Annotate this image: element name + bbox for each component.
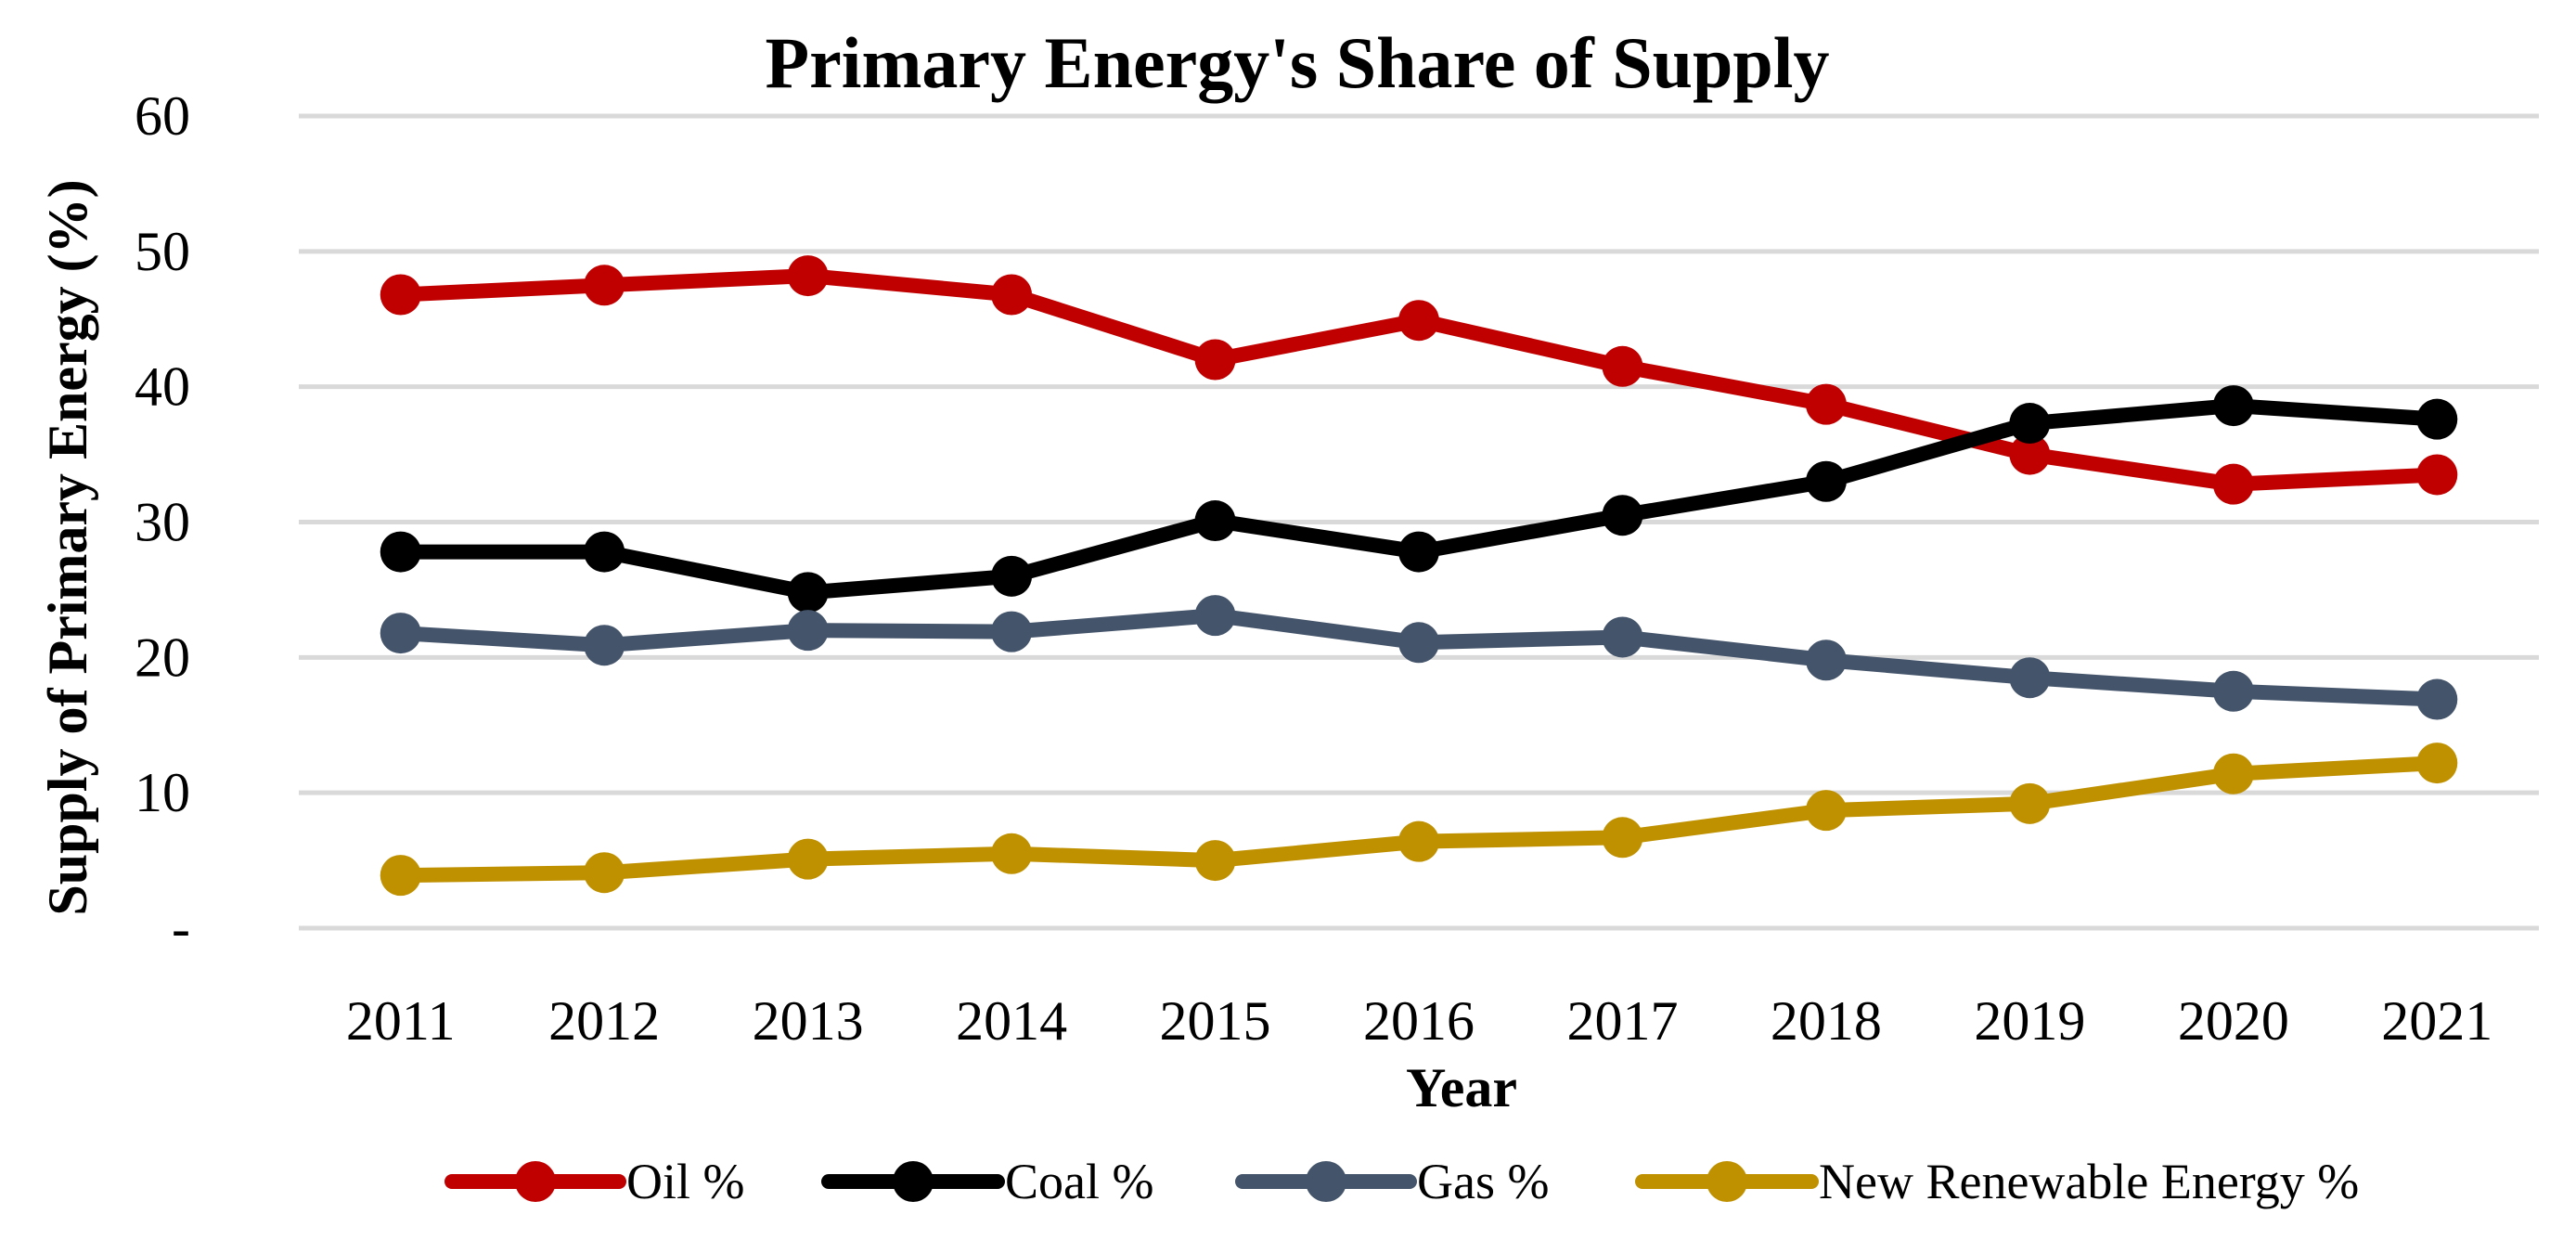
y-tick-label: 30: [135, 492, 190, 553]
data-point-new-renewable-energy-2012: [584, 852, 625, 894]
series-oil: [380, 255, 2458, 505]
data-point-oil-2016: [1398, 300, 1439, 342]
data-point-gas-2011: [380, 613, 421, 654]
data-point-gas-2018: [1805, 639, 1847, 681]
data-point-coal-2018: [1805, 460, 1847, 502]
data-point-oil-2020: [2212, 463, 2254, 505]
data-point-oil-2012: [584, 265, 625, 306]
legend-label: Coal %: [1005, 1154, 1153, 1209]
data-point-gas-2020: [2212, 670, 2254, 712]
data-point-coal-2014: [991, 555, 1033, 597]
data-point-gas-2016: [1398, 622, 1439, 664]
data-point-coal-2011: [380, 531, 421, 573]
data-point-coal-2016: [1398, 531, 1439, 573]
data-point-new-renewable-energy-2017: [1602, 817, 1643, 859]
legend-label: Gas %: [1417, 1154, 1549, 1209]
x-tick-label: 2012: [548, 990, 660, 1052]
data-point-gas-2021: [2416, 678, 2458, 720]
data-point-coal-2017: [1602, 495, 1643, 536]
x-tick-label: 2013: [753, 990, 864, 1052]
data-point-new-renewable-energy-2016: [1398, 820, 1439, 862]
data-point-coal-2012: [584, 531, 625, 573]
legend-swatch-marker: [515, 1161, 556, 1202]
data-point-coal-2021: [2416, 398, 2458, 440]
data-point-new-renewable-energy-2014: [991, 833, 1033, 874]
legend-label: Oil %: [626, 1154, 745, 1209]
data-point-oil-2013: [787, 255, 829, 297]
legend-item-new-renewable-energy: New Renewable Energy %: [1635, 1154, 2359, 1209]
data-point-coal-2020: [2212, 385, 2254, 427]
x-tick-label: 2021: [2381, 990, 2492, 1052]
y-axis-ticks: - 10 20 30 40 50 60: [135, 85, 190, 959]
y-tick-label: 20: [135, 626, 190, 688]
legend-label: New Renewable Energy %: [1819, 1154, 2359, 1209]
data-point-coal-2013: [787, 572, 829, 614]
x-tick-label: 2016: [1363, 990, 1475, 1052]
legend-swatch-marker: [893, 1161, 934, 1202]
data-point-new-renewable-energy-2020: [2212, 753, 2254, 794]
gridlines: [299, 113, 2539, 931]
series-new-renewable-energy: [380, 743, 2458, 897]
x-axis-title: Year: [1406, 1057, 1517, 1118]
data-point-new-renewable-energy-2013: [787, 838, 829, 880]
data-point-oil-2018: [1805, 383, 1847, 425]
data-point-new-renewable-energy-2021: [2416, 743, 2458, 784]
y-tick-label: 50: [135, 221, 190, 282]
legend-swatch-marker: [1707, 1161, 1747, 1202]
x-axis-ticks: 2011 2012 2013 2014 2015 2016 2017 2018 2019 2020…: [346, 990, 2492, 1052]
legend: Oil % Coal % Gas % New Renewable Energy %: [444, 1154, 2359, 1209]
series-gas: [380, 595, 2458, 720]
y-tick-label: 40: [135, 356, 190, 418]
data-point-new-renewable-energy-2011: [380, 855, 421, 897]
x-tick-label: 2011: [346, 990, 456, 1052]
data-point-oil-2011: [380, 274, 421, 316]
y-tick-label: -: [172, 898, 190, 959]
series-coal: [380, 385, 2458, 614]
legend-item-oil: Oil %: [444, 1154, 745, 1209]
data-point-gas-2015: [1194, 595, 1236, 637]
data-point-oil-2015: [1194, 339, 1236, 381]
data-point-new-renewable-energy-2015: [1194, 840, 1236, 882]
chart-title: Primary Energy's Share of Supply: [766, 22, 1830, 103]
data-point-gas-2014: [991, 611, 1033, 652]
data-point-gas-2019: [2009, 657, 2051, 699]
data-point-oil-2019: [2009, 433, 2051, 475]
x-tick-label: 2020: [2178, 990, 2289, 1052]
data-point-oil-2014: [991, 274, 1033, 316]
x-tick-label: 2014: [956, 990, 1067, 1052]
x-tick-label: 2015: [1160, 990, 1271, 1052]
legend-item-gas: Gas %: [1235, 1154, 1549, 1209]
data-point-coal-2015: [1194, 500, 1236, 542]
data-point-new-renewable-energy-2019: [2009, 782, 2051, 824]
data-point-new-renewable-energy-2018: [1805, 790, 1847, 832]
legend-item-coal: Coal %: [821, 1154, 1153, 1209]
data-point-oil-2021: [2416, 454, 2458, 496]
x-tick-label: 2018: [1771, 990, 1882, 1052]
series-layer: [380, 255, 2458, 897]
y-tick-label: 10: [135, 762, 190, 823]
data-point-gas-2012: [584, 625, 625, 666]
data-point-oil-2017: [1602, 345, 1643, 387]
y-axis-title: Supply of Primary Energy (%): [37, 179, 98, 915]
y-tick-label: 60: [135, 85, 190, 147]
data-point-coal-2019: [2009, 403, 2051, 445]
x-tick-label: 2019: [1974, 990, 2085, 1052]
legend-swatch-marker: [1306, 1161, 1346, 1202]
x-tick-label: 2017: [1566, 990, 1678, 1052]
data-point-gas-2017: [1602, 616, 1643, 658]
data-point-gas-2013: [787, 610, 829, 652]
